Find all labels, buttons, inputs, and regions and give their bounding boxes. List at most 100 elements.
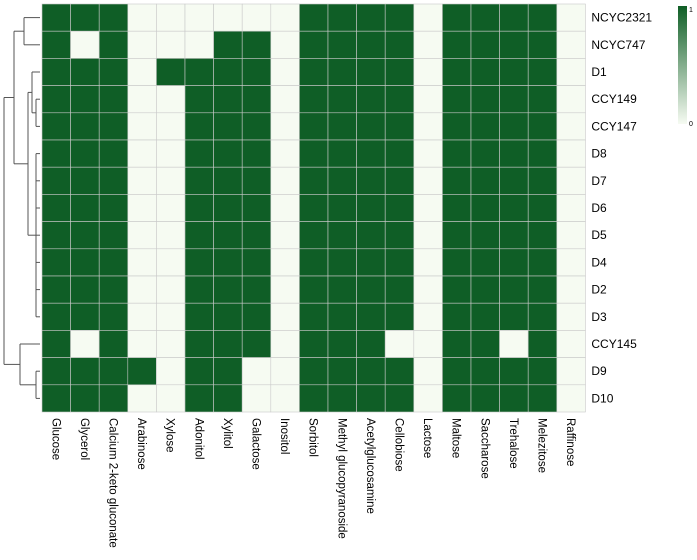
heatmap-cell-D8-17 — [499, 139, 529, 168]
heatmap-cell-D1-7 — [213, 58, 243, 86]
heatmap-cell-D9-11 — [327, 357, 357, 386]
heatmap-cell-D5-8 — [241, 221, 272, 250]
heatmap-cell-D7-4 — [127, 166, 157, 195]
heatmap-cell-NCYC747-12 — [356, 30, 386, 59]
column-label: Glycerol — [78, 418, 90, 460]
heatmap-cell-D5-9 — [270, 221, 300, 250]
heatmap-cell-D8-4 — [127, 139, 157, 168]
heatmap-cell-D3-16 — [470, 302, 500, 331]
heatmap-cell-D9-13 — [384, 357, 415, 386]
heatmap-cell-NCYC2321-18 — [527, 3, 558, 32]
heatmap-cell-D2-15 — [442, 275, 472, 304]
heatmap-cell-D4-19 — [556, 248, 586, 277]
heatmap-cell-D4-14 — [413, 248, 443, 277]
heatmap-cell-D2-7 — [213, 275, 243, 304]
heatmap-cell-D2-13 — [384, 275, 415, 304]
heatmap-cell-NCYC747-19 — [556, 30, 586, 59]
heatmap-cell-CCY149-18 — [527, 85, 558, 114]
heatmap-cell-D10-5 — [156, 384, 186, 413]
heatmap-cell-D9-2 — [70, 357, 100, 386]
heatmap-cell-NCYC2321-12 — [356, 3, 386, 32]
heatmap-cell-NCYC2321-16 — [470, 3, 500, 32]
heatmap-cell-D10-4 — [127, 384, 157, 413]
heatmap-cell-D4-4 — [127, 248, 157, 277]
heatmap-cell-D1-19 — [556, 58, 586, 86]
row-label: CCY145 — [591, 337, 637, 351]
heatmap-cell-D1-8 — [241, 58, 272, 86]
heatmap-cell-D8-12 — [356, 139, 386, 168]
heatmap-cell-D2-10 — [299, 275, 329, 304]
heatmap-cell-NCYC2321-19 — [556, 3, 586, 32]
heatmap-cell-D2-2 — [70, 275, 100, 304]
heatmap-cell-D1-5 — [156, 58, 186, 86]
heatmap-cell-D5-4 — [127, 221, 157, 250]
heatmap-cell-D1-3 — [98, 58, 129, 86]
heatmap-cell-D8-14 — [413, 139, 443, 168]
heatmap-cell-D10-9 — [270, 384, 300, 413]
heatmap-cell-D1-13 — [384, 58, 415, 86]
heatmap-cell-D3-13 — [384, 302, 415, 331]
heatmap-cell-D7-3 — [98, 166, 129, 195]
heatmap-cell-D5-19 — [556, 221, 586, 250]
heatmap-cell-CCY145-10 — [299, 330, 329, 358]
heatmap-cell-D1-2 — [70, 58, 100, 86]
heatmap-cell-NCYC747-4 — [127, 30, 157, 59]
column-label: Melezitose — [536, 418, 548, 473]
heatmap-cell-D5-2 — [70, 221, 100, 250]
color-legend: 10 — [678, 6, 693, 128]
heatmap-cell-CCY149-3 — [98, 85, 129, 114]
heatmap-cell-D4-1 — [41, 248, 71, 277]
heatmap-cell-CCY149-8 — [241, 85, 272, 114]
heatmap-cell-NCYC2321-8 — [241, 3, 272, 32]
heatmap-cell-D9-15 — [442, 357, 472, 386]
heatmap-cell-CCY147-1 — [41, 112, 71, 141]
heatmap-cell-D6-3 — [98, 194, 129, 222]
heatmap-cell-D4-6 — [184, 248, 214, 277]
heatmap-cell-D10-16 — [470, 384, 500, 413]
column-label: Acetylglucosamine — [364, 418, 376, 514]
heatmap-cell-NCYC747-7 — [213, 30, 243, 59]
heatmap-cell-D5-10 — [299, 221, 329, 250]
heatmap-cell-CCY145-18 — [527, 330, 558, 358]
heatmap-cell-CCY147-18 — [527, 112, 558, 141]
column-label: Galactose — [250, 418, 262, 470]
heatmap-cell-D10-18 — [527, 384, 558, 413]
heatmap-cell-D10-14 — [413, 384, 443, 413]
heatmap-cell-D3-9 — [270, 302, 300, 331]
row-label: D8 — [591, 147, 607, 161]
heatmap-cell-CCY147-6 — [184, 112, 214, 141]
row-label: CCY149 — [591, 92, 637, 106]
heatmap-cell-D1-1 — [41, 58, 71, 86]
heatmap-cell-CCY145-12 — [356, 330, 386, 358]
heatmap-cell-CCY147-12 — [356, 112, 386, 141]
heatmap-cell-CCY149-16 — [470, 85, 500, 114]
heatmap-cell-D6-15 — [442, 194, 472, 222]
heatmap-cell-D9-8 — [241, 357, 272, 386]
heatmap-cell-D3-5 — [156, 302, 186, 331]
column-label: Lactose — [421, 418, 433, 458]
heatmap-cell-D1-10 — [299, 58, 329, 86]
heatmap-cell-D3-11 — [327, 302, 357, 331]
heatmap-cell-D4-7 — [213, 248, 243, 277]
heatmap-cell-CCY145-16 — [470, 330, 500, 358]
heatmap-cell-D3-18 — [527, 302, 558, 331]
heatmap-cell-D2-4 — [127, 275, 157, 304]
heatmap-cell-CCY145-17 — [499, 330, 529, 358]
heatmap-cell-D10-11 — [327, 384, 357, 413]
heatmap-cell-D1-15 — [442, 58, 472, 86]
heatmap-cell-D2-1 — [41, 275, 71, 304]
heatmap-cell-D3-12 — [356, 302, 386, 331]
heatmap-cell-D7-9 — [270, 166, 300, 195]
column-label: Arabinose — [135, 418, 147, 470]
heatmap-cell-D7-8 — [241, 166, 272, 195]
row-label: D2 — [591, 283, 607, 297]
heatmap-cell-D2-19 — [556, 275, 586, 304]
heatmap-cell-D6-4 — [127, 194, 157, 222]
heatmap-cell-CCY145-7 — [213, 330, 243, 358]
heatmap-cell-NCYC747-16 — [470, 30, 500, 59]
heatmap-cell-D6-19 — [556, 194, 586, 222]
heatmap-cell-D2-14 — [413, 275, 443, 304]
heatmap-cell-NCYC747-1 — [41, 30, 71, 59]
heatmap-cell-CCY147-19 — [556, 112, 586, 141]
